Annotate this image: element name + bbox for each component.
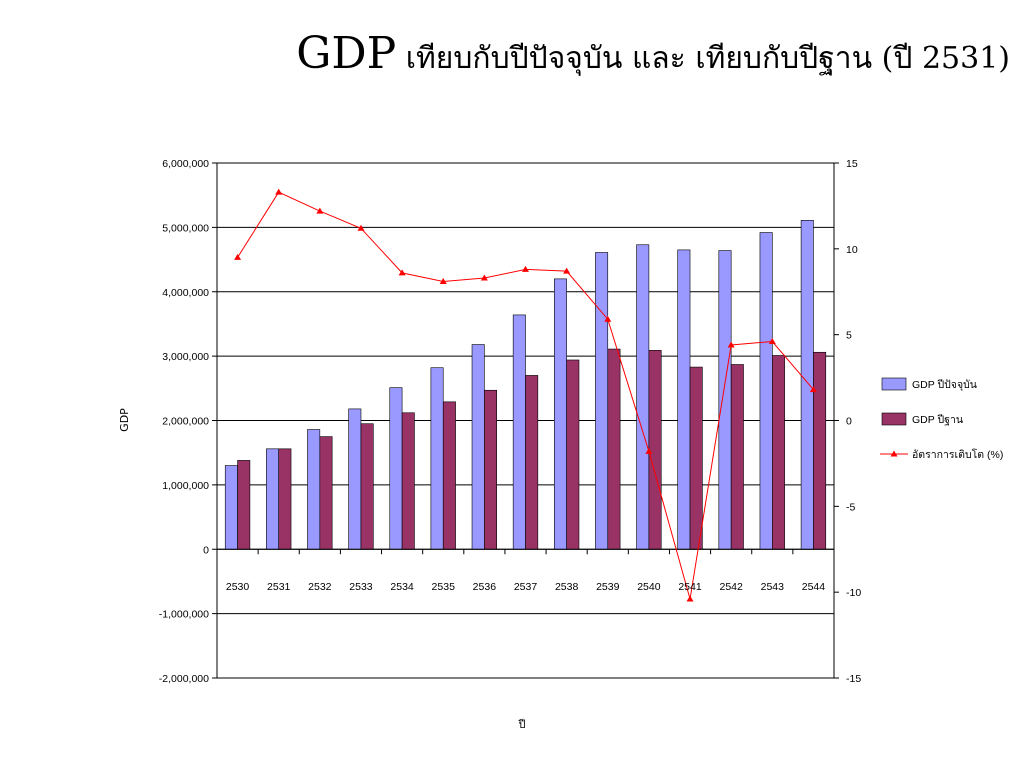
category-label: 2543 [761, 581, 785, 593]
category-label: 2539 [596, 581, 620, 593]
growth-marker [686, 595, 694, 602]
growth-line [234, 188, 817, 602]
growth-marker [234, 253, 242, 260]
bar-gdp-current [471, 344, 485, 550]
category-label: 2532 [308, 581, 332, 593]
title-main: GDP [296, 28, 397, 79]
bar-gdp-base [648, 350, 662, 550]
bar-gdp-current [512, 314, 526, 550]
bar-gdp-base [237, 460, 251, 550]
legend-label-base: GDP ปีฐาน [912, 413, 963, 426]
category-label: 2542 [719, 581, 743, 593]
growth-marker [768, 338, 776, 345]
left-axis-ticks: -2,000,000 -1,000,000 0 1,000,000 2,000,000 3… [159, 158, 209, 685]
bar-gdp-base [442, 401, 456, 550]
bar-gdp-current [677, 249, 691, 550]
legend: GDP ปีปัจจุบัน GDP ปีฐาน อัตราการเติบโต … [880, 377, 1003, 461]
right-tick-label: 5 [846, 330, 852, 342]
growth-marker [645, 447, 653, 454]
bar-gdp-current [224, 465, 238, 550]
axes [212, 162, 839, 679]
bar-gdp-base [607, 348, 621, 550]
growth-marker [398, 269, 406, 276]
bar-gdp-current [636, 244, 650, 550]
left-tick-label: 3,000,000 [162, 351, 209, 363]
bar-gdp-base [525, 375, 539, 550]
bar-gdp-current [595, 252, 609, 550]
title-rest: เทียบกับปีปัจจุบัน และ เทียบกับปีฐาน (ปี… [405, 41, 1010, 76]
right-tick-label: 15 [846, 158, 858, 170]
x-axis-label: ปี [517, 718, 525, 731]
growth-marker [809, 386, 817, 393]
bar-gdp-current [307, 429, 321, 550]
category-label: 2541 [678, 581, 702, 593]
bar-gdp-base [689, 366, 703, 550]
bar-gdp-current [266, 448, 279, 550]
bar-gdp-current [553, 278, 567, 550]
left-tick-label: 6,000,000 [162, 158, 209, 170]
growth-marker [522, 265, 529, 272]
category-label: 2531 [267, 581, 291, 593]
left-tick-label: 5,000,000 [162, 222, 209, 234]
legend-swatch-base [881, 412, 907, 426]
category-label: 2536 [473, 581, 497, 593]
legend-label-growth: อัตราการเติบโต (%) [912, 448, 1003, 461]
left-tick-label: 4,000,000 [162, 287, 209, 299]
bar-gdp-base [484, 389, 498, 550]
right-tick-label: -5 [846, 501, 855, 513]
category-label: 2538 [555, 581, 579, 593]
bar-gdp-base [730, 364, 744, 550]
category-label: 2535 [432, 581, 456, 593]
left-tick-label: 1,000,000 [162, 480, 209, 492]
category-label: 2540 [637, 581, 661, 593]
growth-marker [480, 274, 488, 281]
growth-marker [316, 207, 324, 214]
slide-title: GDP เทียบกับปีปัจจุบัน และ เทียบกับปีฐาน… [0, 28, 1010, 82]
category-label: 2537 [514, 581, 538, 593]
legend-swatch-current [881, 377, 907, 391]
right-tick-label: -15 [846, 673, 861, 685]
bar-gdp-base [771, 355, 785, 550]
bar-gdp-base [278, 448, 292, 550]
category-label: 2534 [390, 581, 414, 593]
growth-marker [357, 224, 365, 231]
growth-marker [439, 277, 447, 284]
category-label: 2530 [226, 581, 250, 593]
right-axis-ticks: -15 -10 -5 0 5 10 15 [846, 158, 861, 685]
bar-gdp-current [348, 408, 362, 550]
bar-gdp-base [566, 359, 580, 550]
bar-gdp-current [718, 250, 732, 550]
right-tick-label: 10 [846, 244, 858, 256]
bar-gdp-base [813, 351, 827, 550]
left-tick-label: 0 [203, 544, 209, 556]
left-tick-label: -1,000,000 [159, 609, 209, 621]
y-axis-label: GDP [118, 408, 131, 432]
left-tick-label: -2,000,000 [159, 673, 209, 685]
growth-marker [275, 188, 283, 195]
right-tick-label: -10 [846, 587, 861, 599]
bar-gdp-current [759, 232, 773, 550]
bar-gdp-current [389, 387, 403, 550]
growth-marker [727, 341, 735, 348]
category-label: 2533 [349, 581, 373, 593]
growth-marker [604, 315, 612, 322]
bar-gdp-base [360, 423, 374, 550]
growth-marker [563, 267, 571, 274]
right-tick-label: 0 [846, 416, 852, 428]
bar-gdp-current [430, 367, 444, 550]
bar-gdp-base [401, 412, 415, 550]
bar-gdp-base [319, 436, 333, 550]
legend-marker [890, 450, 898, 457]
category-label: 2544 [802, 581, 826, 593]
category-labels: 2530 2531 2532 2533 2534 2535 2536 2537 2538 2539… [226, 581, 825, 593]
bars [224, 219, 827, 550]
left-tick-label: 2,000,000 [162, 416, 209, 428]
legend-label-current: GDP ปีปัจจุบัน [912, 378, 977, 391]
bar-gdp-current [800, 219, 814, 550]
